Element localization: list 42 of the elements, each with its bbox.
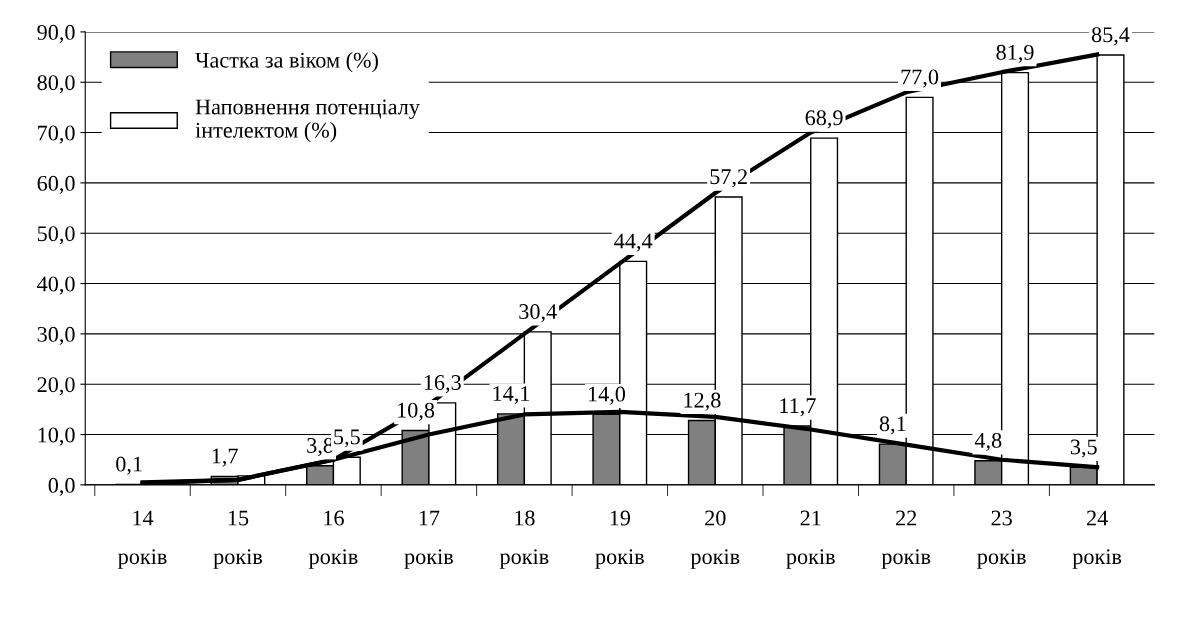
x-tick-label: 18 років [499, 510, 549, 569]
y-tick-label: 50,0 [37, 226, 75, 245]
x-tick-label: 21 років [786, 510, 835, 569]
data-label: 1,7 [212, 448, 238, 467]
data-label: 57,2 [710, 169, 747, 188]
data-label: 16,3 [424, 375, 461, 394]
data-label: 77,0 [901, 69, 939, 88]
data-label: 3,5 [1070, 439, 1097, 458]
y-tick-label: 10,0 [38, 427, 75, 446]
x-tick-label: 23 років [977, 510, 1026, 569]
data-label: 5,5 [334, 429, 360, 448]
x-tick-label: 20 років [690, 510, 740, 569]
data-label: 14,0 [588, 386, 626, 405]
y-tick-label: 60,0 [37, 175, 75, 195]
y-tick-label: 0,0 [48, 477, 75, 497]
legend-label: Частка за віком (%) [195, 52, 378, 73]
data-label: 0,1 [116, 456, 142, 475]
x-tick-label: 15 років [213, 510, 263, 569]
y-tick-label: 20,0 [37, 377, 75, 396]
x-tick-label: 16 років [308, 510, 358, 569]
data-label: 12,8 [684, 392, 721, 411]
data-label: 11,7 [780, 398, 816, 417]
y-tick-label: 30,0 [37, 326, 75, 346]
data-label: 68,9 [805, 110, 843, 129]
x-tick-label: 22 років [881, 510, 931, 569]
data-label: 14,1 [493, 386, 530, 405]
x-tick-label: 14 років [118, 510, 167, 569]
x-tick-label: 19 років [595, 510, 644, 569]
data-label: 85,4 [1091, 27, 1130, 46]
data-label: 30,4 [519, 304, 557, 323]
y-tick-label: 70,0 [38, 125, 75, 144]
legend-label: Наповнення потенціалу інтелектом (%) [195, 99, 420, 143]
data-label: 4,8 [974, 432, 1002, 452]
data-label: 10,8 [398, 402, 435, 421]
data-label: 81,9 [996, 44, 1034, 64]
y-tick-label: 40,0 [37, 276, 75, 295]
data-label: 8,1 [879, 416, 906, 435]
data-label: 44,4 [614, 233, 653, 252]
y-tick-label: 80,0 [37, 75, 75, 94]
x-tick-label: 24 років [1072, 510, 1122, 569]
y-tick-label: 90,0 [37, 24, 75, 44]
x-tick-label: 17 років [404, 510, 453, 569]
